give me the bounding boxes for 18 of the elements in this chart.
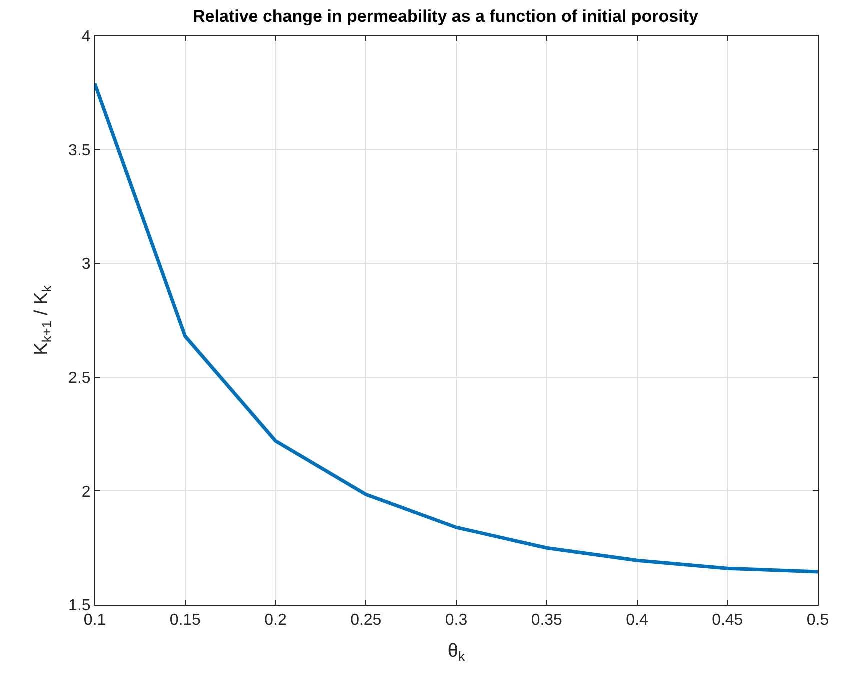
y-tick-label: 4 <box>82 28 91 46</box>
x-tick-label: 0.45 <box>712 612 744 630</box>
x-tick-label: 0.3 <box>445 612 468 630</box>
chart-title: Relative change in permeability as a function of initial porosity <box>193 7 699 26</box>
x-tick-label: 0.15 <box>170 612 202 630</box>
line-series <box>95 82 818 574</box>
x-tick-label: 0.1 <box>84 612 106 630</box>
y-tick-label: 3 <box>82 256 91 274</box>
x-axis-title: θ$_{k}$ <box>448 641 466 664</box>
x-tick-label: 0.5 <box>806 612 830 630</box>
x-tick-label: 0.25 <box>350 612 382 630</box>
x-tick-label: 0.4 <box>626 612 648 630</box>
y-tick-label: 1.5 <box>68 598 91 615</box>
x-tick-label: 0.35 <box>531 612 563 630</box>
y-tick-label: 3.5 <box>68 142 91 160</box>
y-tick-label: 2.5 <box>68 370 91 387</box>
y-tick-label: 2 <box>82 484 91 501</box>
x-tick-label: 0.2 <box>264 612 287 630</box>
